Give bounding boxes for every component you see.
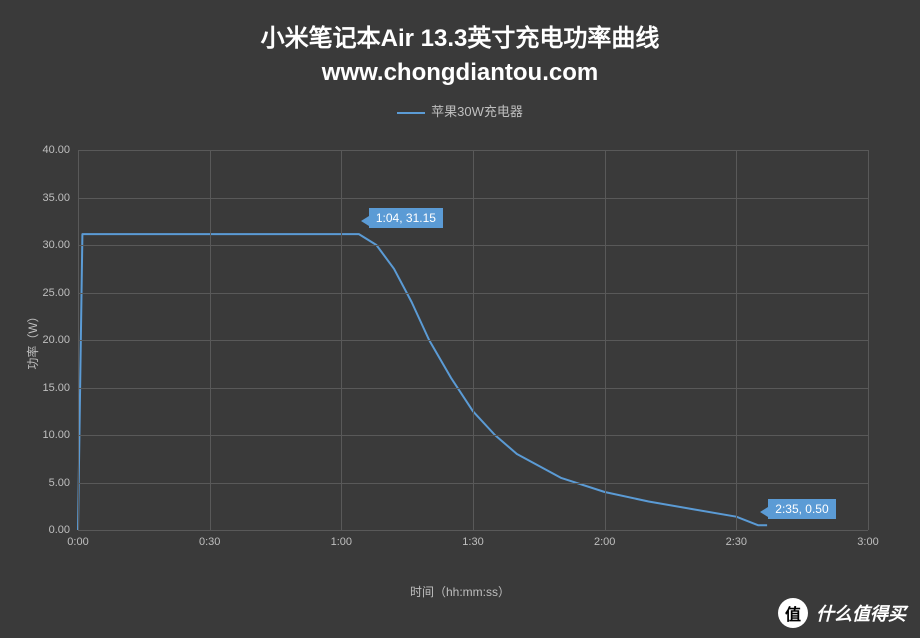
y-tick-label: 20.00: [42, 334, 70, 346]
gridline-vertical: [868, 150, 869, 530]
watermark: 值 什么值得买: [778, 598, 906, 628]
y-tick-label: 10.00: [42, 429, 70, 441]
data-callout: 1:04, 31.15: [369, 208, 443, 228]
watermark-text: 什么值得买: [816, 600, 906, 626]
gridline-vertical: [78, 150, 79, 530]
y-tick-label: 0.00: [49, 524, 70, 536]
gridline-vertical: [605, 150, 606, 530]
x-tick-label: 2:00: [594, 536, 615, 548]
y-tick-label: 25.00: [42, 287, 70, 299]
gridline-vertical: [341, 150, 342, 530]
x-tick-label: 1:30: [462, 536, 483, 548]
plot-area: 0.005.0010.0015.0020.0025.0030.0035.0040…: [78, 150, 868, 530]
x-tick-label: 0:00: [67, 536, 88, 548]
data-callout: 2:35, 0.50: [768, 499, 835, 519]
y-tick-label: 5.00: [49, 477, 70, 489]
series-line: [78, 234, 767, 530]
chart-container: 小米笔记本Air 13.3英寸充电功率曲线 www.chongdiantou.c…: [0, 0, 920, 638]
legend: 苹果30W充电器: [0, 101, 920, 120]
gridline-horizontal: [78, 530, 868, 531]
gridline-vertical: [736, 150, 737, 530]
y-tick-label: 30.00: [42, 239, 70, 251]
legend-label: 苹果30W充电器: [431, 104, 523, 119]
y-tick-label: 15.00: [42, 382, 70, 394]
y-tick-label: 35.00: [42, 192, 70, 204]
legend-swatch: [397, 112, 425, 114]
gridline-vertical: [473, 150, 474, 530]
y-tick-label: 40.00: [42, 144, 70, 156]
x-tick-label: 0:30: [199, 536, 220, 548]
watermark-badge: 值: [778, 598, 808, 628]
title-block: 小米笔记本Air 13.3英寸充电功率曲线 www.chongdiantou.c…: [0, 0, 920, 87]
chart-title-line2: www.chongdiantou.com: [0, 59, 920, 87]
x-tick-label: 1:00: [331, 536, 352, 548]
x-tick-label: 2:30: [726, 536, 747, 548]
gridline-vertical: [210, 150, 211, 530]
y-axis-label: 功率（W）: [24, 310, 41, 369]
x-tick-label: 3:00: [857, 536, 878, 548]
chart-title-line1: 小米笔记本Air 13.3英寸充电功率曲线: [0, 18, 920, 53]
x-axis-label: 时间（hh:mm:ss）: [410, 583, 510, 600]
